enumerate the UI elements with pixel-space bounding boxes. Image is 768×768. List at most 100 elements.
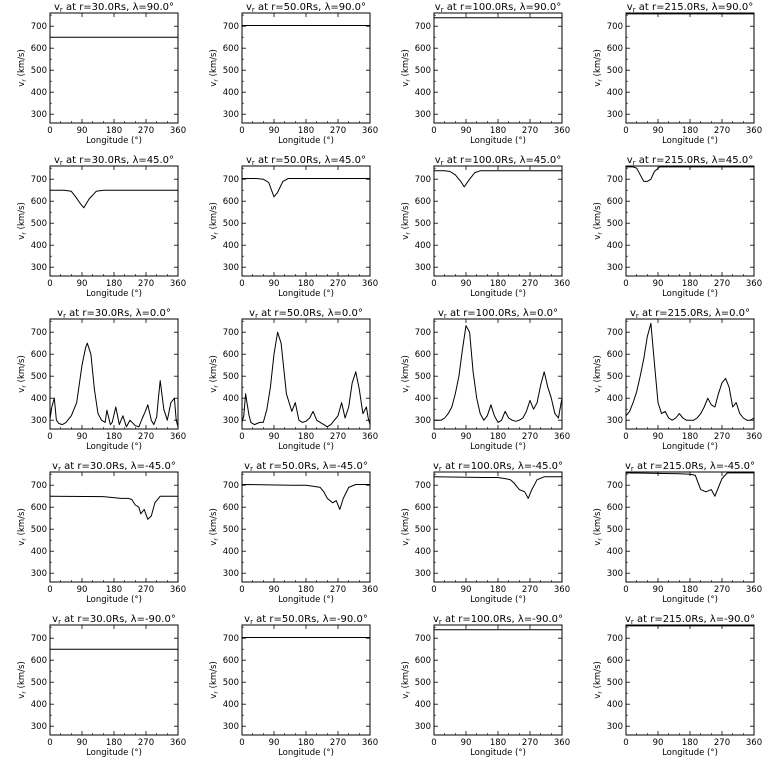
plot-frame — [433, 318, 563, 430]
x-tick-label: 0 — [431, 585, 436, 595]
x-tick-label: 180 — [682, 585, 698, 595]
x-tick-label: 90 — [269, 738, 280, 748]
y-tick-label: 500 — [223, 678, 239, 688]
y-tick-label: 600 — [607, 656, 623, 666]
y-tick-label: 700 — [31, 328, 47, 338]
y-tick-label: 400 — [223, 700, 239, 710]
x-tick-label: 360 — [362, 126, 378, 136]
y-tick-label: 600 — [31, 503, 47, 513]
x-tick-label: 90 — [653, 738, 664, 748]
x-tick-label: 360 — [554, 585, 570, 595]
y-tick-label: 400 — [415, 88, 431, 98]
x-tick-label: 90 — [653, 432, 664, 442]
y-tick-label: 600 — [607, 197, 623, 207]
y-tick-label: 600 — [31, 44, 47, 54]
x-axis-label: Longitude (°) — [278, 442, 334, 452]
panel-title: vr at r=215.0Rs, λ=45.0° — [627, 155, 753, 167]
y-tick-label: 400 — [607, 88, 623, 98]
x-tick-label: 0 — [239, 126, 244, 136]
panel-title: vr at r=30.0Rs, λ=0.0° — [57, 308, 171, 320]
panel-title: vr at r=50.0Rs, λ=-90.0° — [244, 614, 368, 626]
y-tick-label: 600 — [223, 656, 239, 666]
x-tick-label: 360 — [746, 738, 762, 748]
x-tick-label: 0 — [623, 432, 628, 442]
panel-5: vr at r=30.0Rs, λ=45.0° 0 90 180 270 360 300 40… — [17, 155, 186, 299]
y-tick-label: 500 — [607, 372, 623, 382]
y-tick-label: 400 — [607, 547, 623, 557]
panel-title: vr at r=30.0Rs, λ=-45.0° — [52, 461, 176, 473]
x-tick-label: 90 — [77, 738, 88, 748]
y-tick-label: 600 — [223, 44, 239, 54]
x-tick-label: 90 — [77, 279, 88, 289]
x-tick-label: 0 — [47, 585, 52, 595]
y-tick-label: 500 — [31, 219, 47, 229]
y-axis-label: vr (km/s) — [17, 508, 28, 546]
x-tick-label: 270 — [522, 126, 538, 136]
panel-title: vr at r=100.0Rs, λ=45.0° — [435, 155, 561, 167]
y-tick-label: 700 — [223, 481, 239, 491]
y-tick-label: 600 — [223, 197, 239, 207]
y-axis-label: vr (km/s) — [17, 355, 28, 393]
x-tick-label: 360 — [554, 279, 570, 289]
panel-2: vr at r=50.0Rs, λ=90.0° 0 90 180 270 360 300 40… — [209, 2, 378, 146]
x-tick-label: 180 — [298, 585, 314, 595]
plot-frame — [625, 624, 755, 736]
y-tick-label: 400 — [223, 88, 239, 98]
y-axis-label: vr (km/s) — [17, 661, 28, 699]
x-tick-label: 0 — [623, 126, 628, 136]
x-tick-label: 90 — [461, 279, 472, 289]
y-tick-label: 700 — [415, 175, 431, 185]
x-tick-label: 180 — [490, 432, 506, 442]
x-tick-label: 0 — [623, 585, 628, 595]
x-tick-label: 360 — [746, 126, 762, 136]
panel-title: vr at r=215.0Rs, λ=0.0° — [630, 308, 750, 320]
x-axis-label: Longitude (°) — [86, 748, 142, 758]
x-tick-label: 0 — [47, 432, 52, 442]
plot-frame — [241, 318, 371, 430]
x-axis-label: Longitude (°) — [278, 748, 334, 758]
panel-15: vr at r=100.0Rs, λ=-45.0° 0 90 180 270 360 300… — [401, 461, 570, 605]
y-axis-label: vr (km/s) — [401, 49, 412, 87]
x-tick-label: 90 — [461, 738, 472, 748]
series-line — [434, 325, 563, 423]
y-tick-label: 400 — [31, 241, 47, 251]
panel-1: vr at r=30.0Rs, λ=90.0° 0 90 180 270 360 300 40… — [17, 2, 186, 146]
x-tick-label: 270 — [522, 585, 538, 595]
y-tick-label: 400 — [31, 547, 47, 557]
x-tick-label: 0 — [431, 738, 436, 748]
plot-frame — [433, 471, 563, 583]
x-axis-label: Longitude (°) — [662, 442, 718, 452]
x-tick-label: 180 — [106, 738, 122, 748]
x-tick-label: 360 — [362, 432, 378, 442]
x-axis-label: Longitude (°) — [662, 595, 718, 605]
y-axis-label: vr (km/s) — [17, 49, 28, 87]
y-tick-label: 400 — [31, 88, 47, 98]
y-axis-label: vr (km/s) — [593, 661, 604, 699]
y-tick-label: 300 — [415, 569, 431, 579]
y-axis-label: vr (km/s) — [593, 355, 604, 393]
y-tick-label: 600 — [223, 350, 239, 360]
plot-frame — [49, 624, 179, 736]
y-tick-label: 600 — [31, 197, 47, 207]
panel-title: vr at r=50.0Rs, λ=0.0° — [249, 308, 363, 320]
x-axis-label: Longitude (°) — [662, 748, 718, 758]
series-line — [625, 472, 754, 497]
x-tick-label: 0 — [623, 738, 628, 748]
panel-9: vr at r=30.0Rs, λ=0.0° 0 90 180 270 360 300 400… — [17, 308, 186, 452]
y-tick-label: 700 — [607, 22, 623, 32]
y-tick-label: 300 — [415, 416, 431, 426]
x-axis-label: Longitude (°) — [86, 595, 142, 605]
x-tick-label: 0 — [239, 279, 244, 289]
panel-title: vr at r=50.0Rs, λ=-45.0° — [244, 461, 368, 473]
x-tick-label: 270 — [330, 585, 346, 595]
y-axis-label: vr (km/s) — [209, 202, 220, 240]
x-axis-label: Longitude (°) — [470, 442, 526, 452]
y-tick-label: 700 — [607, 634, 623, 644]
plot-frame — [241, 624, 371, 736]
panel-19: vr at r=100.0Rs, λ=-90.0° 0 90 180 270 360 300… — [401, 614, 570, 758]
y-axis-label: vr (km/s) — [401, 202, 412, 240]
x-axis-label: Longitude (°) — [470, 748, 526, 758]
x-tick-label: 360 — [554, 738, 570, 748]
series-line — [434, 170, 562, 188]
x-tick-label: 0 — [47, 126, 52, 136]
